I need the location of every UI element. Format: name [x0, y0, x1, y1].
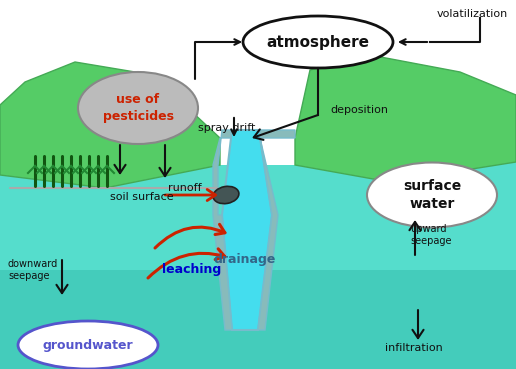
Ellipse shape [18, 321, 158, 369]
Text: downward
seepage: downward seepage [8, 259, 58, 281]
Ellipse shape [78, 72, 198, 144]
Polygon shape [295, 55, 516, 182]
Text: groundwater: groundwater [43, 338, 133, 352]
Text: leaching: leaching [162, 263, 221, 276]
Text: atmosphere: atmosphere [266, 34, 369, 49]
FancyArrowPatch shape [412, 310, 424, 338]
Ellipse shape [243, 16, 393, 68]
Polygon shape [222, 130, 272, 330]
Text: volatilization: volatilization [437, 9, 508, 19]
Text: drainage: drainage [214, 254, 276, 266]
Text: infiltration: infiltration [385, 343, 443, 353]
FancyArrowPatch shape [254, 115, 318, 140]
Text: upward
seepage: upward seepage [410, 224, 452, 246]
Text: runoff: runoff [168, 183, 202, 193]
Polygon shape [0, 270, 516, 369]
FancyArrowPatch shape [56, 260, 68, 293]
Polygon shape [0, 62, 220, 188]
Text: soil surface: soil surface [110, 192, 173, 202]
Polygon shape [213, 130, 232, 330]
Text: deposition: deposition [330, 105, 388, 115]
FancyArrowPatch shape [155, 224, 225, 248]
FancyArrowPatch shape [115, 145, 125, 173]
FancyArrowPatch shape [165, 189, 216, 201]
Text: surface
water: surface water [403, 179, 461, 211]
Polygon shape [0, 162, 516, 369]
Ellipse shape [367, 162, 497, 228]
Ellipse shape [213, 186, 239, 204]
FancyArrowPatch shape [159, 145, 171, 176]
Text: spray drift: spray drift [198, 123, 255, 133]
Polygon shape [258, 130, 295, 330]
Text: use of
pesticides: use of pesticides [103, 93, 173, 123]
FancyArrowPatch shape [148, 249, 224, 278]
FancyArrowPatch shape [409, 222, 421, 255]
